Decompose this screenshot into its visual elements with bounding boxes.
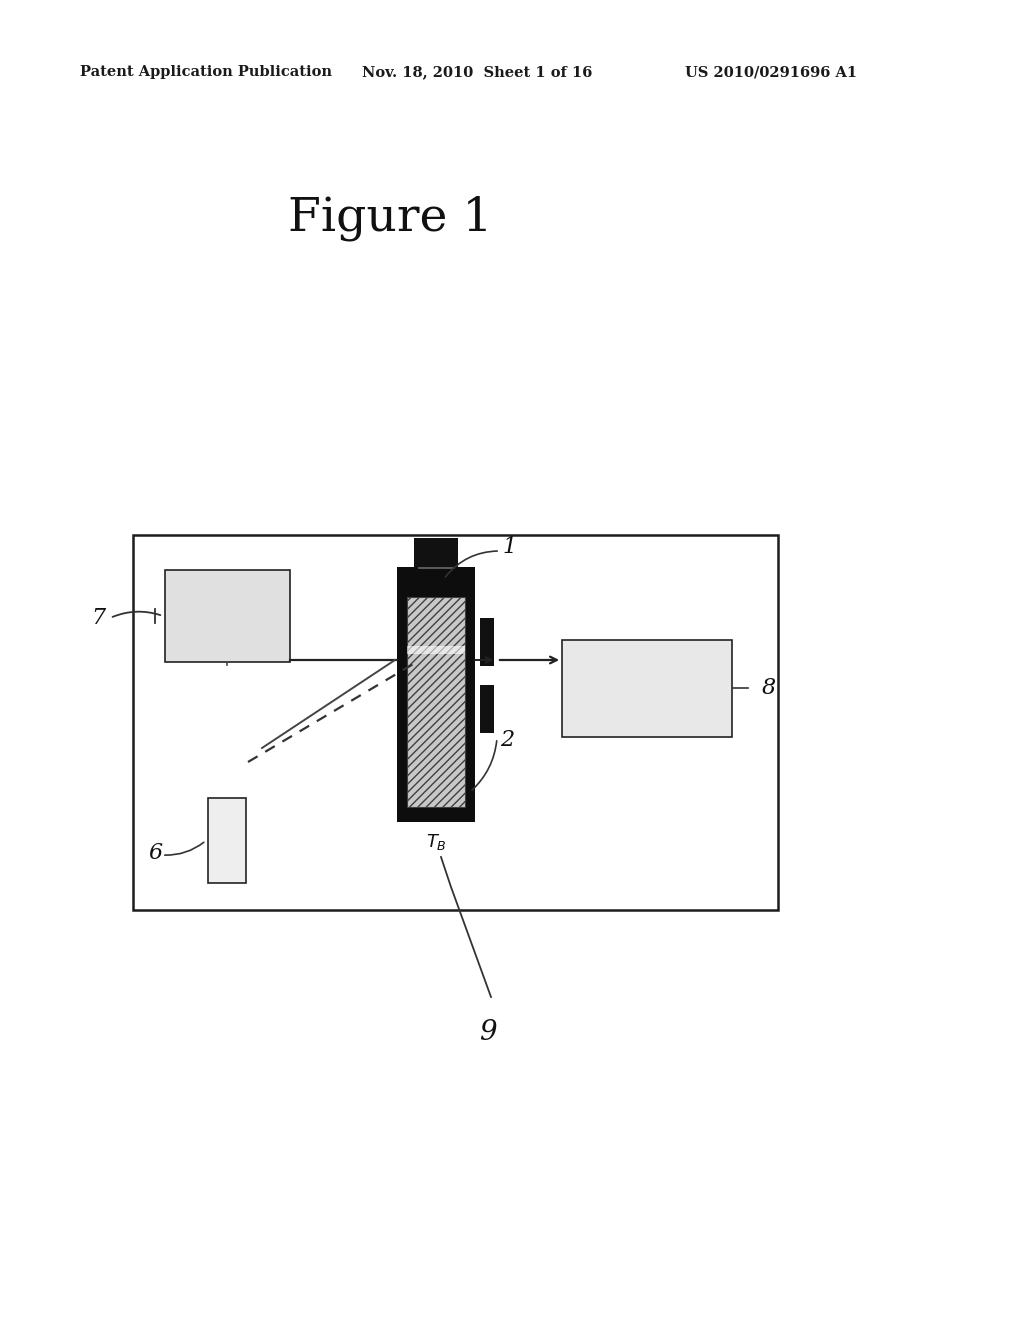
- Bar: [480, 618, 494, 667]
- FancyArrowPatch shape: [472, 741, 497, 791]
- Bar: [407, 645, 465, 653]
- Text: 9: 9: [479, 1019, 497, 1045]
- Bar: [414, 539, 458, 568]
- FancyArrowPatch shape: [445, 550, 498, 577]
- Text: Nov. 18, 2010  Sheet 1 of 16: Nov. 18, 2010 Sheet 1 of 16: [362, 65, 592, 79]
- Text: US 2010/0291696 A1: US 2010/0291696 A1: [685, 65, 857, 79]
- FancyArrowPatch shape: [113, 611, 161, 616]
- Bar: [208, 799, 246, 883]
- Bar: [480, 685, 494, 733]
- Bar: [165, 570, 290, 663]
- Text: Patent Application Publication: Patent Application Publication: [80, 65, 332, 79]
- Text: $T_B$: $T_B$: [426, 832, 446, 851]
- Text: 7: 7: [91, 607, 105, 630]
- FancyArrowPatch shape: [165, 842, 204, 855]
- Text: Figure 1: Figure 1: [288, 195, 493, 240]
- Bar: [397, 568, 475, 822]
- Bar: [562, 640, 732, 737]
- Bar: [133, 535, 778, 909]
- Text: 1: 1: [502, 536, 516, 558]
- Bar: [407, 597, 465, 807]
- Bar: [407, 597, 465, 807]
- Text: 8: 8: [762, 677, 776, 700]
- Text: 6: 6: [148, 842, 162, 865]
- Text: 2: 2: [500, 729, 514, 751]
